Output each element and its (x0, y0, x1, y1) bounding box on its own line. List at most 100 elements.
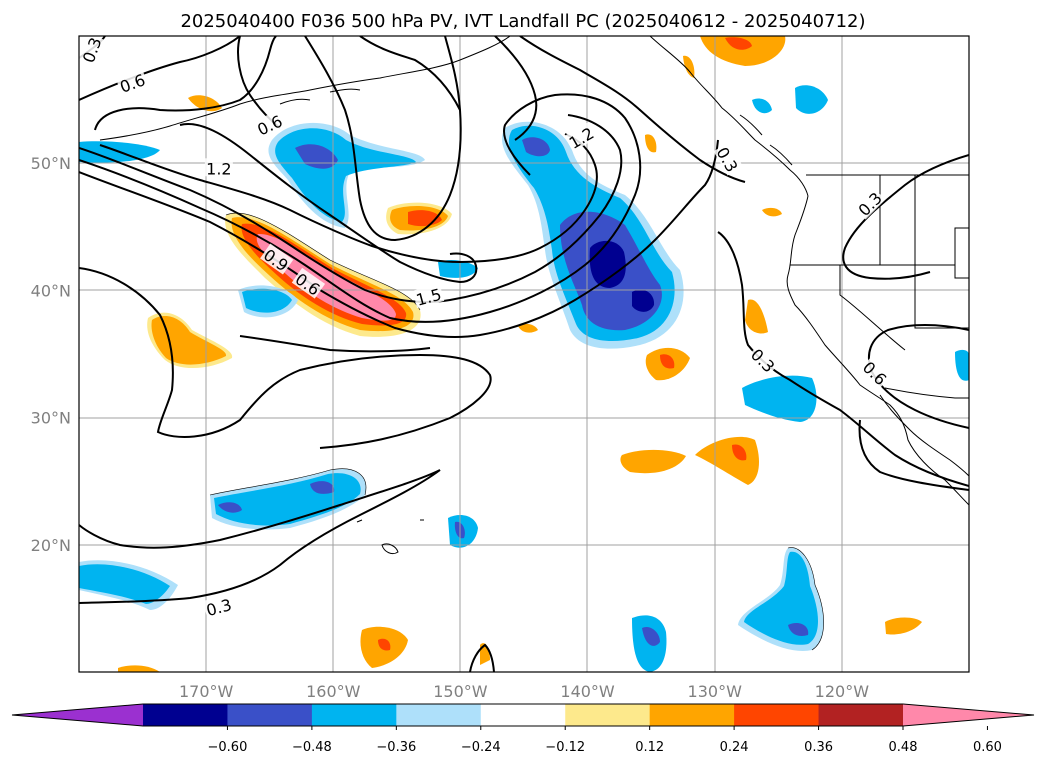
outline-se (787, 547, 824, 651)
coast-hawaii-2 (381, 543, 399, 555)
pv-shade-pac-blue-small (438, 260, 478, 278)
lon-tick-label: 130°W (688, 682, 743, 701)
colorbar-tick-label: −0.36 (376, 740, 416, 755)
shade-outlines (209, 212, 824, 651)
contour-label-bg (202, 593, 235, 619)
colorbar-tick-label: 0.36 (804, 740, 833, 755)
coast-west-na (786, 195, 969, 506)
colorbar-segment (818, 704, 904, 726)
colorbar-segment (480, 704, 566, 726)
map-frame (78, 35, 970, 673)
contour-0.3-east (717, 231, 969, 487)
pv-shade-360-red (378, 638, 391, 651)
pv-shade-top-orange (700, 36, 786, 66)
colorbar: −0.60 −0.48 −0.36 −0.24 −0.12 0.12 0.24 0.36 0.4… (11, 703, 1035, 755)
contour-0.3-south (79, 267, 492, 449)
contour-0.6-south (239, 335, 431, 353)
contour-label-bg (852, 186, 886, 220)
coastlines (99, 36, 969, 555)
contour-label-bg (260, 243, 294, 275)
pv-shade-620-orange (620, 449, 686, 474)
contour-0.3-ne (842, 154, 969, 280)
contour-label-bg (252, 110, 286, 139)
pv-shade-685-orange (683, 55, 695, 78)
pv-shade-navy-core-2 (632, 289, 655, 312)
outline-sub-band (209, 468, 367, 496)
colorbar-tick-label: −0.12 (545, 740, 585, 755)
contour-label-bg (204, 158, 233, 177)
colorbar-extend-low (12, 704, 143, 726)
pv-shade-bc-blue-small (752, 98, 772, 114)
pv-shade-se-edge-blue (955, 349, 969, 381)
pv-shade-bc-blue (795, 85, 828, 114)
colorbar-segment (649, 704, 735, 726)
colorbar-outline (11, 703, 1035, 727)
colorbar-segment (565, 704, 651, 726)
colorbar-tick-label: 0.48 (889, 740, 918, 755)
map-panel: 0.30.60.61.20.90.6 1.51.20.30.30.3 0.60.3 (77, 33, 970, 673)
colorbar-tick-label: −0.60 (208, 740, 248, 755)
state-line-3 (914, 175, 969, 329)
contour-bottom-stub (469, 643, 495, 672)
pv-shade-650-top-orange (645, 134, 657, 153)
outline-filament (225, 212, 421, 311)
colorbar-tick-label: 0.12 (635, 740, 664, 755)
contour-label-bg (859, 356, 892, 389)
contour-0.3-se (858, 419, 969, 491)
pv-shade-se-blue-core (788, 623, 809, 636)
contour-label: 1.2 (204, 158, 233, 178)
state-line-5 (954, 227, 969, 279)
lat-tick-label: 30°N (31, 409, 71, 428)
contour-label-text: 1.2 (206, 159, 231, 178)
pv-shade-520-orange (518, 323, 538, 333)
coast-alaska-islands (279, 88, 361, 105)
pv-shade-885-orange (885, 617, 922, 635)
contour-label-bg (713, 142, 744, 176)
contour-0.3-mid (79, 139, 719, 339)
lon-tick-label: 160°W (306, 682, 361, 701)
lon-tick-label: 120°W (815, 682, 870, 701)
contour-1.2-north (99, 133, 598, 264)
pv-shading (79, 36, 969, 672)
contour-0.3-top-mid (494, 36, 538, 141)
pv-shade-640-core (642, 626, 660, 646)
pv-shade-top-red (725, 37, 752, 50)
colorbar-extend-high (903, 704, 1034, 726)
contour-0.3-lowest (79, 469, 441, 604)
pv-shade-sub-band-core (218, 502, 242, 513)
contour-label-bg (747, 343, 780, 376)
colorbar-segment (396, 704, 482, 726)
contour-0.3-bc (519, 36, 746, 183)
latitude-tick-labels: 20°N 30°N 40°N 50°N (31, 154, 71, 555)
pv-shade-765-orange (762, 207, 782, 217)
pv-shade-se-blue-main (744, 551, 818, 645)
colorbar-segment (143, 704, 228, 726)
contour-label-bg (564, 122, 598, 152)
coast-hawaii-3 (356, 519, 363, 523)
contour-label-bg (115, 68, 149, 96)
pv-shade-w40-blue-core (242, 288, 292, 313)
colorbar-tick-label: 0.60 (973, 740, 1002, 755)
lat-tick-label: 50°N (31, 154, 71, 173)
contour-label-bg (291, 267, 326, 299)
pv-shade-745-orange (745, 299, 768, 334)
pv-shade-650-red (660, 354, 675, 369)
coast-bc-islands (739, 114, 793, 166)
coast-us-mexico-border (884, 387, 969, 399)
contour-0.9-north (94, 36, 277, 131)
contour-0.9-top (304, 36, 462, 242)
contour-label-bg (77, 33, 105, 66)
colorbar-segment (227, 704, 313, 726)
colorbar-segment (311, 704, 397, 726)
coast-baja-gulf (879, 394, 969, 477)
pv-shade-lowleft-blue-core (79, 564, 170, 604)
contour-0.6-mid (79, 93, 642, 323)
colorbar-tick-label: −0.48 (292, 740, 332, 755)
pv-shade-695-red (732, 444, 747, 461)
colorbar-segment (734, 704, 820, 726)
colorbar-tick-label: −0.24 (461, 740, 501, 755)
lon-tick-label: 170°W (179, 682, 234, 701)
lon-tick-label: 140°W (560, 682, 615, 701)
coast-alaska-panhandle (649, 36, 809, 197)
